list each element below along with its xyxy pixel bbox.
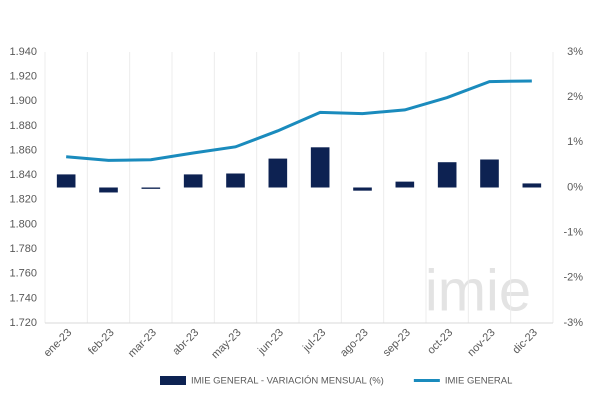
legend-label: IMIE GENERAL - VARIACIÓN MENSUAL (%) xyxy=(191,376,384,387)
y-tick-label: 1.720 xyxy=(9,317,37,329)
bar xyxy=(437,162,457,188)
x-tick-label: abr-23 xyxy=(170,327,201,358)
x-tick-label: nov-23 xyxy=(465,327,497,359)
y-tick-label: 1.880 xyxy=(9,120,37,132)
y2-tick-label: 0% xyxy=(567,181,583,193)
bar xyxy=(480,159,499,188)
x-tick-label: jun-23 xyxy=(255,327,286,358)
line xyxy=(66,79,532,162)
bar xyxy=(522,183,542,188)
y2-tick-label: 2% xyxy=(567,91,583,103)
bar xyxy=(268,158,288,188)
y-tick-label: 1.780 xyxy=(9,243,37,255)
x-tick-label: ene-23 xyxy=(42,327,75,360)
watermark: imie xyxy=(425,258,531,323)
bar xyxy=(56,174,76,188)
y-tick-label: 1.920 xyxy=(9,71,37,83)
legend-swatch xyxy=(160,376,186,385)
y2-tick-label: -2% xyxy=(563,272,583,284)
bar xyxy=(226,173,245,188)
x-tick-label: jul-23 xyxy=(300,327,328,355)
bar xyxy=(395,181,415,188)
y2-tick-label: -1% xyxy=(563,227,583,239)
y-tick-label: 1.940 xyxy=(9,46,37,58)
y-tick-label: 1.800 xyxy=(9,218,37,230)
x-tick-label: sep-23 xyxy=(381,327,413,359)
x-tick-label: may-23 xyxy=(209,327,243,361)
bar xyxy=(99,187,118,193)
x-tick-label: dic-23 xyxy=(510,327,540,357)
bar xyxy=(353,187,372,191)
y-tick-label: 1.760 xyxy=(9,268,37,280)
y-tick-label: 1.860 xyxy=(9,144,37,156)
x-tick-label: feb-23 xyxy=(86,327,117,358)
y2-tick-label: -3% xyxy=(563,317,583,329)
bar xyxy=(310,147,330,188)
legend-label: IMIE GENERAL xyxy=(445,376,513,387)
y-tick-label: 1.900 xyxy=(9,95,37,107)
x-tick-label: mar-23 xyxy=(126,327,159,360)
y2-tick-label: 3% xyxy=(567,46,583,58)
y2-tick-label: 1% xyxy=(567,136,583,148)
x-tick-label: oct-23 xyxy=(425,327,455,357)
bar xyxy=(141,187,161,189)
y-tick-label: 1.840 xyxy=(9,169,37,181)
y-tick-label: 1.820 xyxy=(9,194,37,206)
x-tick-label: ago-23 xyxy=(338,327,371,360)
bar xyxy=(183,174,203,188)
y-tick-label: 1.740 xyxy=(9,292,37,304)
